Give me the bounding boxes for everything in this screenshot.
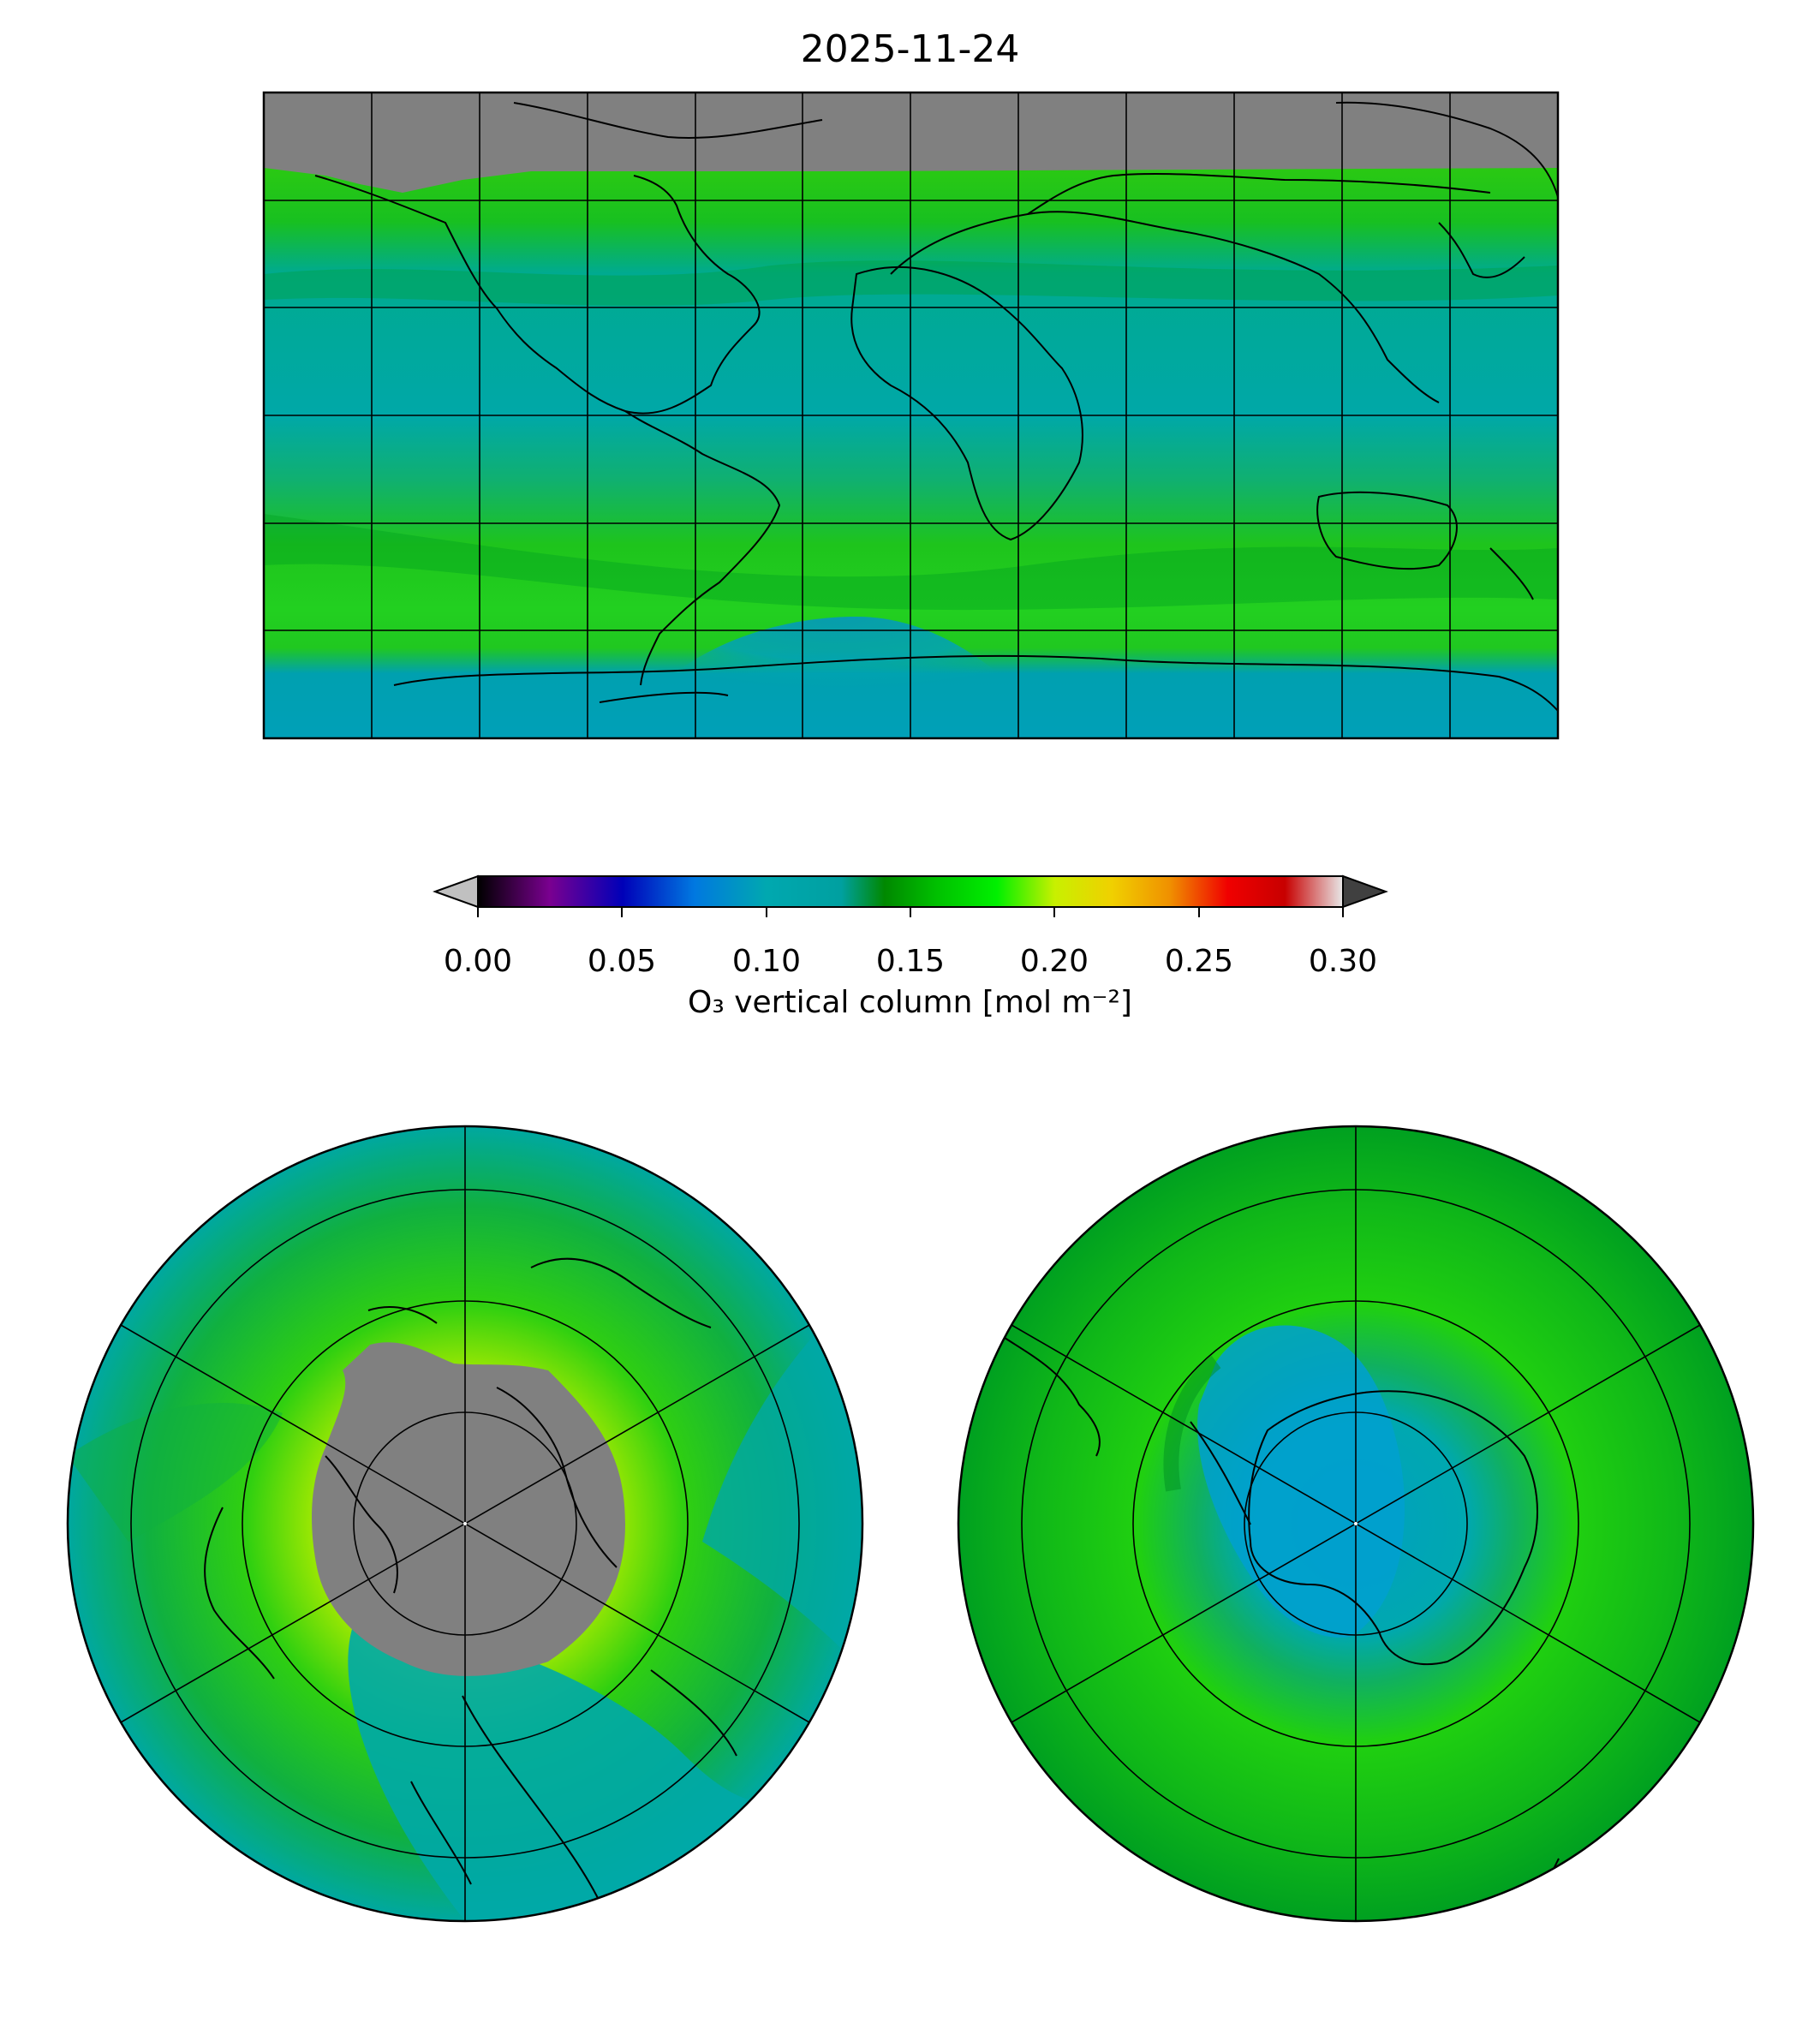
figure-title: 2025-11-24 [800,27,1020,71]
north-coastlines [204,1257,737,1902]
colorbar-label: O₃ vertical column [mol m⁻²] [688,985,1132,1020]
north-polar-map-frame [66,1125,864,1923]
colorbar-tick-label: 0.25 [1165,944,1233,979]
antarctic-low-ozone [617,617,1062,737]
colorbar-over-extension [1342,874,1388,909]
global-map-frame [262,91,1560,740]
south-polar-map-frame [957,1125,1755,1923]
colorbar-tick-label: 0.15 [876,944,945,979]
north-polar-map-panel [68,1126,862,1921]
colorbar-under-extension [433,874,479,909]
south-ozone-hole [1197,1325,1405,1638]
south-polar-map-panel [958,1126,1753,1921]
global-coastlines [314,101,1558,712]
colorbar: 0.00 0.05 0.10 0.15 0.20 0.25 0.30 [433,874,1388,979]
global-gridlines [264,92,1558,738]
colorbar-tick-label: 0.10 [732,944,801,979]
colorbar-gradient [478,876,1343,907]
colorbar-tick-label: 0.00 [444,944,512,979]
colorbar-tick-label: 0.05 [588,944,656,979]
colorbar-tick-label: 0.30 [1309,944,1377,979]
global-map-panel [264,92,1558,738]
colorbar-tick-label: 0.20 [1020,944,1089,979]
north-missing-data-region [312,1342,625,1676]
